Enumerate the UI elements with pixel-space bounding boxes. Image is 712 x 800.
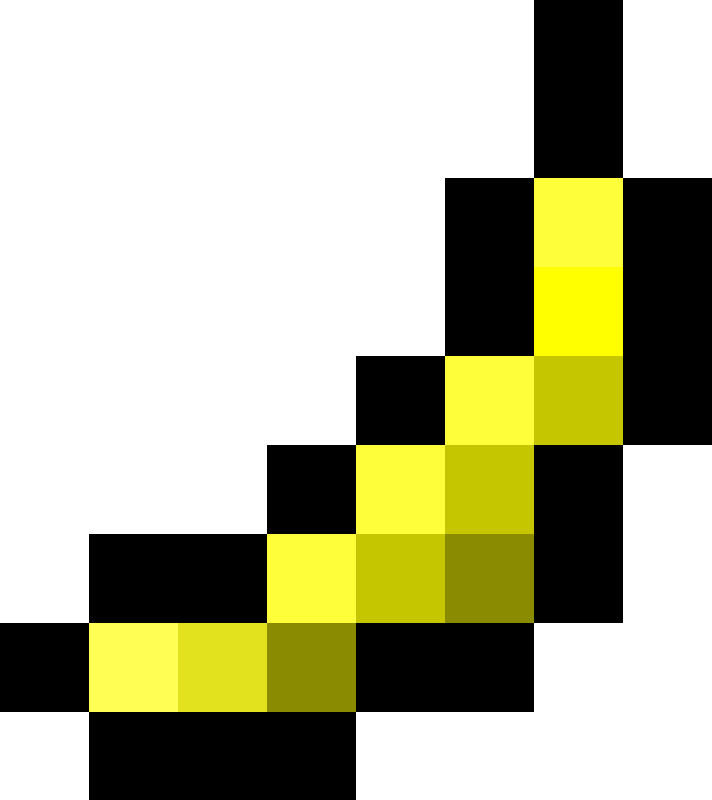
pixel-outline — [356, 623, 445, 712]
pixel-outline — [89, 712, 178, 800]
pixel-pale-yellow — [534, 178, 623, 267]
pixel-pale-yellow — [356, 445, 445, 534]
pixel-pale-yellow — [267, 534, 356, 623]
pixel-outline — [267, 712, 356, 800]
pixel-outline — [623, 267, 712, 356]
pixel-olive — [356, 534, 445, 623]
pixel-light-yellow — [89, 623, 178, 712]
pixel-bright-yellow — [534, 267, 623, 356]
pixel-outline — [534, 534, 623, 623]
pixel-outline — [534, 0, 623, 89]
pixel-outline — [356, 356, 445, 445]
pixel-dark-olive — [445, 534, 534, 623]
pixel-dark-olive — [267, 623, 356, 712]
pixel-outline — [534, 89, 623, 178]
pixel-outline — [534, 445, 623, 534]
pixel-outline — [445, 623, 534, 712]
pixel-olive — [534, 356, 623, 445]
pixel-olive — [445, 445, 534, 534]
pixel-outline — [623, 356, 712, 445]
pixel-pale-yellow — [445, 356, 534, 445]
pixel-outline — [445, 178, 534, 267]
pixel-outline — [89, 534, 178, 623]
pixel-outline — [445, 267, 534, 356]
pixel-outline — [623, 178, 712, 267]
pixel-outline — [178, 534, 267, 623]
pixel-outline — [178, 712, 267, 800]
pixel-outline — [267, 445, 356, 534]
pixel-medium-yellow — [178, 623, 267, 712]
pixel-outline — [0, 623, 89, 712]
